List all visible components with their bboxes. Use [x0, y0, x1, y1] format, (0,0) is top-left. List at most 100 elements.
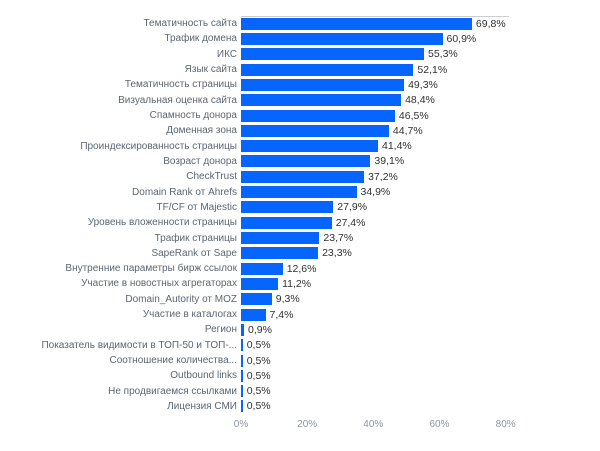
- value-label: 23,3%: [322, 247, 352, 260]
- bar-row: SapeRank от Sape 23,3%: [0, 246, 600, 261]
- bar-track: 48,4%: [241, 94, 600, 107]
- bar: [241, 339, 243, 352]
- bar-track: 0,5%: [241, 339, 600, 352]
- category-label: Трафик домена: [164, 33, 237, 45]
- bar-track: 0,5%: [241, 354, 600, 367]
- bar-row: Визуальная оценка сайта 48,4%: [0, 93, 600, 108]
- category-label: Участие в каталогах: [142, 309, 237, 321]
- value-label: 11,2%: [282, 277, 312, 290]
- value-label: 49,3%: [408, 78, 438, 91]
- bar: [241, 369, 243, 382]
- bar: [241, 201, 334, 214]
- category-label: Outbound links: [170, 370, 237, 382]
- category-label: Трафик страницы: [154, 232, 237, 244]
- bar-row: TF/CF от Majestic 27,9%: [0, 200, 600, 215]
- value-label: 39,1%: [374, 155, 405, 168]
- bar-row: Domain_Autority от MOZ 9,3%: [0, 292, 600, 307]
- bar-row: Участие в каталогах 7,4%: [0, 307, 600, 322]
- bar-row: Возраст донора 39,1%: [0, 154, 600, 169]
- value-label: 9,3%: [275, 293, 300, 306]
- bar-track: 44,7%: [241, 124, 600, 137]
- bar-row: Язык сайта 52,1%: [0, 62, 600, 77]
- value-label: 27,9%: [337, 201, 368, 214]
- plot-top-border: [241, 16, 509, 17]
- bar-row: Тематичность страницы 49,3%: [0, 77, 600, 92]
- value-label: 44,7%: [392, 124, 423, 137]
- bar-track: 34,9%: [241, 186, 600, 199]
- bar: [241, 262, 283, 275]
- bar-row: CheckTrust 37,2%: [0, 169, 600, 184]
- value-label: 12,6%: [286, 262, 317, 275]
- x-axis: 0% 20% 40% 60% 80%: [234, 419, 516, 433]
- bar-row: Domain Rank от Ahrefs 34,9%: [0, 184, 600, 199]
- bar-track: 7,4%: [241, 308, 600, 321]
- bar: [241, 78, 405, 91]
- category-label: Регион: [204, 324, 237, 336]
- category-label: Уровень вложенности страницы: [87, 217, 237, 229]
- bar: [241, 216, 332, 229]
- bar-track: 69,8%: [241, 17, 600, 30]
- bar-track: 37,2%: [241, 170, 600, 183]
- bar-track: 46,5%: [241, 109, 600, 122]
- bar-track: 60,9%: [241, 32, 600, 45]
- bar: [241, 277, 279, 290]
- value-label: 34,9%: [360, 186, 391, 199]
- bar-rows: Тематичность сайта 69,8% Трафик домена 60,9…: [0, 16, 600, 414]
- bar: [241, 385, 243, 398]
- value-label: 37,2%: [368, 170, 398, 183]
- bar: [241, 17, 472, 30]
- bar: [241, 400, 243, 413]
- category-label: SapeRank от Sape: [151, 247, 237, 259]
- value-label: 52,1%: [417, 63, 448, 76]
- value-label: 23,7%: [323, 232, 354, 245]
- bar-track: 41,4%: [241, 140, 600, 153]
- bar-row: Спамность донора 46,5%: [0, 108, 600, 123]
- value-label: 7,4%: [269, 308, 294, 321]
- bar-track: 23,7%: [241, 232, 600, 245]
- x-axis-tick: 40%: [363, 419, 384, 430]
- value-label: 0,5%: [246, 400, 271, 413]
- bar: [241, 354, 243, 367]
- category-label: Возраст донора: [163, 155, 237, 167]
- bar-row: Участие в новостных агрегаторах 11,2%: [0, 276, 600, 291]
- bar-row: Регион 0,9%: [0, 322, 600, 337]
- bar: [241, 186, 357, 199]
- bar: [241, 170, 365, 183]
- bar: [241, 308, 266, 321]
- bar: [241, 247, 319, 260]
- bar: [241, 63, 414, 76]
- bar-row: ИКС 55,3%: [0, 47, 600, 62]
- value-label: 41,4%: [382, 140, 412, 153]
- category-label: Domain_Autority от MOZ: [125, 293, 237, 305]
- bar: [241, 124, 389, 137]
- bar-track: 9,3%: [241, 293, 600, 306]
- x-axis-tick: 20%: [297, 419, 318, 430]
- value-label: 0,5%: [246, 385, 271, 398]
- value-label: 69,8%: [475, 17, 506, 30]
- category-label: Не продвигаемся ссылками: [108, 385, 237, 397]
- bar: [241, 155, 371, 168]
- category-label: Участие в новостных агрегаторах: [81, 278, 237, 290]
- bar-row: Соотношение количества... 0,5%: [0, 353, 600, 368]
- value-label: 60,9%: [446, 32, 477, 45]
- category-label: Проиндексированность страницы: [80, 140, 237, 152]
- bar-track: 0,5%: [241, 400, 600, 413]
- category-label: Визуальная оценка сайта: [118, 94, 237, 106]
- x-axis-tick: 80%: [495, 419, 516, 430]
- bar-row: Outbound links 0,5%: [0, 368, 600, 383]
- bar-track: 0,9%: [241, 323, 600, 336]
- bar-track: 52,1%: [241, 63, 600, 76]
- bar-row: Уровень вложенности страницы 27,4%: [0, 215, 600, 230]
- x-axis-tick: 0%: [233, 419, 249, 430]
- value-label: 0,9%: [248, 323, 272, 336]
- bar-row: Трафик страницы 23,7%: [0, 230, 600, 245]
- category-label: Соотношение количества...: [109, 355, 237, 367]
- category-label: TF/CF от Majestic: [156, 201, 237, 213]
- bar-track: 0,5%: [241, 369, 600, 382]
- category-label: Доменная зона: [166, 125, 237, 137]
- bar-track: 23,3%: [241, 247, 600, 260]
- value-label: 48,4%: [405, 94, 435, 107]
- category-label: Спамность донора: [149, 110, 237, 122]
- value-label: 27,4%: [335, 216, 366, 229]
- category-label: ИКС: [216, 48, 237, 60]
